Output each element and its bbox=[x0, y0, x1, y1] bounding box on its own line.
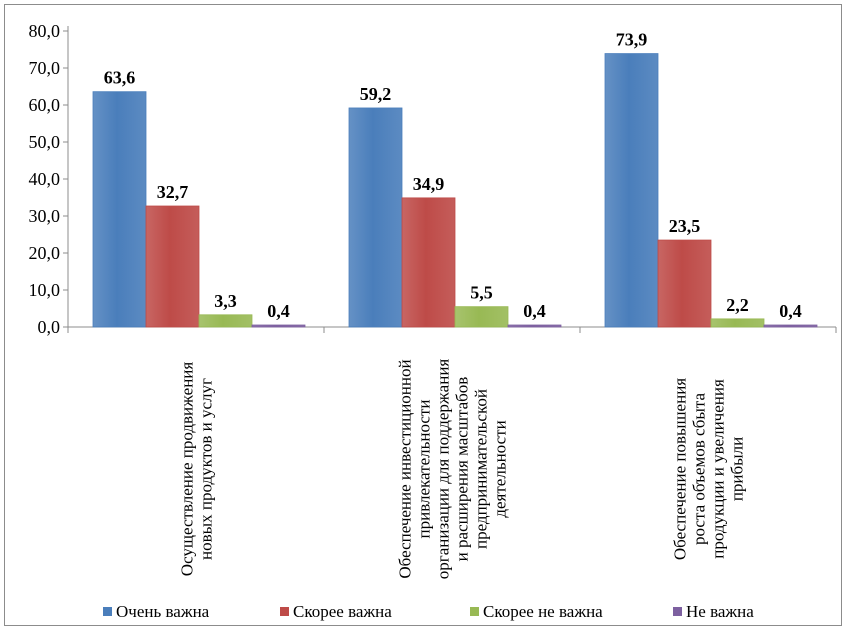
data-label: 0,4 bbox=[267, 301, 290, 321]
data-label: 34,9 bbox=[413, 174, 445, 194]
legend-swatch bbox=[470, 607, 479, 616]
legend-swatch bbox=[280, 607, 289, 616]
legend-swatch bbox=[103, 607, 112, 616]
bar bbox=[92, 91, 147, 328]
category-labels: Осуществление продвиженияновых продуктов… bbox=[178, 359, 747, 580]
bar bbox=[348, 107, 403, 328]
legend: Очень важна Скорее важна Скорее не важна Не… bbox=[103, 602, 754, 621]
y-tick-label: 50,0 bbox=[29, 132, 61, 152]
bar bbox=[251, 324, 306, 328]
bar bbox=[507, 324, 562, 328]
legend-label: Скорее не важна bbox=[483, 602, 603, 621]
bar bbox=[657, 239, 712, 328]
category-label: Обеспечение повышенияроста объемов сбыта… bbox=[671, 378, 747, 560]
y-tick-label: 80,0 bbox=[29, 21, 61, 41]
data-label: 3,3 bbox=[214, 291, 237, 311]
bar bbox=[710, 318, 765, 328]
y-tick-label: 40,0 bbox=[29, 169, 61, 189]
data-label: 63,6 bbox=[104, 68, 136, 88]
legend-label: Очень важна bbox=[116, 602, 210, 621]
bar bbox=[145, 205, 200, 328]
bar bbox=[401, 197, 456, 328]
data-label: 0,4 bbox=[523, 301, 546, 321]
bar bbox=[198, 314, 253, 328]
category-label: Осуществление продвиженияновых продуктов… bbox=[178, 362, 216, 577]
category-label: Обеспечение инвестиционнойпривлекательно… bbox=[396, 359, 510, 580]
data-label: 23,5 bbox=[669, 216, 701, 236]
data-label: 73,9 bbox=[616, 30, 648, 50]
y-tick-label: 10,0 bbox=[29, 280, 61, 300]
y-tick-label: 60,0 bbox=[29, 95, 61, 115]
data-label: 0,4 bbox=[779, 301, 802, 321]
bars bbox=[92, 53, 818, 328]
bar bbox=[604, 53, 659, 328]
data-label: 5,5 bbox=[470, 283, 493, 303]
data-label: 59,2 bbox=[360, 84, 392, 104]
data-label: 2,2 bbox=[726, 295, 749, 315]
legend-swatch bbox=[673, 607, 682, 616]
y-tick-label: 0,0 bbox=[38, 317, 61, 337]
y-tick-label: 20,0 bbox=[29, 243, 61, 263]
bar bbox=[454, 306, 509, 328]
data-label: 32,7 bbox=[157, 182, 189, 202]
bar bbox=[763, 324, 818, 328]
legend-label: Не важна bbox=[686, 602, 754, 621]
y-tick-label: 30,0 bbox=[29, 206, 61, 226]
y-tick-label: 70,0 bbox=[29, 58, 61, 78]
legend-label: Скорее важна bbox=[293, 602, 392, 621]
data-labels: 63,6 59,2 73,9 32,7 34,9 23,5 3,3 5,5 2,2 0,4 0,4 0… bbox=[104, 30, 802, 321]
